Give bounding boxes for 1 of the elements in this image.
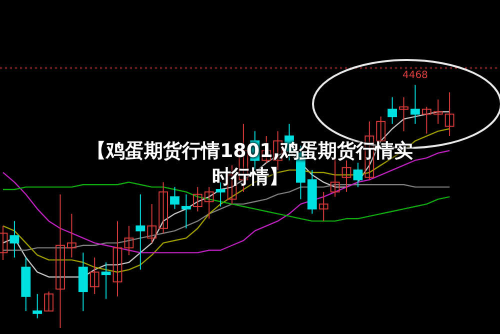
annotation: 4468 xyxy=(402,70,428,81)
